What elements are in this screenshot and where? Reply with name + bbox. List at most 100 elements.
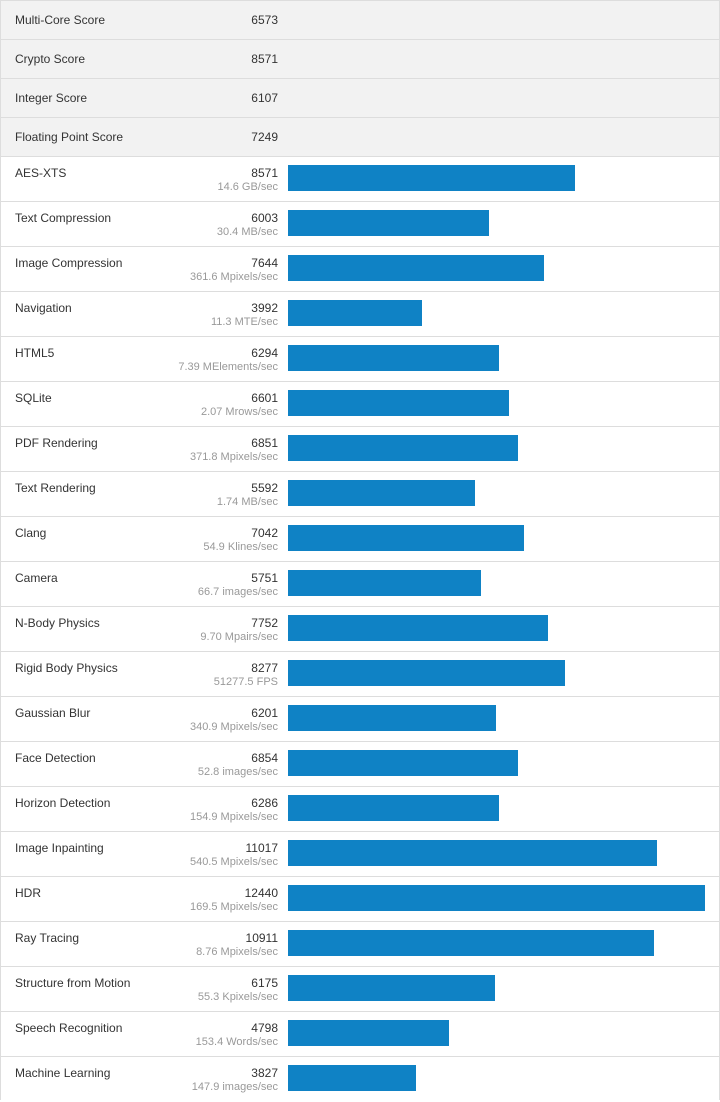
benchmark-score-bar bbox=[288, 210, 489, 236]
benchmark-name: Camera bbox=[15, 571, 58, 585]
summary-score: 8571 bbox=[251, 52, 278, 66]
benchmark-rate: 52.8 images/sec bbox=[197, 766, 278, 778]
benchmark-rate: 1.74 MB/sec bbox=[216, 496, 278, 508]
benchmark-row: Clang 7042 54.9 Klines/sec bbox=[1, 517, 719, 562]
benchmark-name: Structure from Motion bbox=[15, 976, 131, 990]
benchmark-rate: 154.9 Mpixels/sec bbox=[189, 811, 278, 823]
summary-row: Integer Score 6107 bbox=[1, 79, 719, 118]
benchmark-score: 6851 bbox=[251, 436, 278, 450]
benchmark-name: Ray Tracing bbox=[15, 931, 80, 945]
summary-label: Crypto Score bbox=[15, 52, 86, 66]
benchmark-name: Navigation bbox=[15, 301, 72, 315]
benchmark-score-bar bbox=[288, 480, 475, 506]
benchmark-row: PDF Rendering 6851 371.8 Mpixels/sec bbox=[1, 427, 719, 472]
benchmark-score-bar bbox=[288, 525, 524, 551]
benchmark-score-bar bbox=[288, 1065, 416, 1091]
benchmark-score: 6175 bbox=[251, 976, 278, 990]
benchmark-score-bar bbox=[288, 975, 495, 1001]
benchmark-name: Face Detection bbox=[15, 751, 96, 765]
benchmark-score: 6003 bbox=[251, 211, 278, 225]
summary-score: 6107 bbox=[251, 91, 278, 105]
summary-label: Multi-Core Score bbox=[15, 13, 106, 27]
benchmark-rate: 371.8 Mpixels/sec bbox=[189, 451, 278, 463]
benchmark-score: 4798 bbox=[251, 1021, 278, 1035]
benchmark-row: HDR 12440 169.5 Mpixels/sec bbox=[1, 877, 719, 922]
benchmark-rate: 8.76 Mpixels/sec bbox=[196, 946, 278, 958]
benchmark-rate: 66.7 images/sec bbox=[197, 586, 278, 598]
benchmark-score-bar bbox=[288, 165, 575, 191]
benchmark-score-bar bbox=[288, 840, 657, 866]
benchmark-rate: 153.4 Words/sec bbox=[195, 1036, 278, 1048]
benchmark-rate: 540.5 Mpixels/sec bbox=[189, 856, 278, 868]
benchmark-row: Structure from Motion 6175 55.3 Kpixels/se… bbox=[1, 967, 719, 1012]
benchmark-score: 8277 bbox=[251, 661, 278, 675]
benchmark-score-bar bbox=[288, 300, 422, 326]
benchmark-row: Machine Learning 3827 147.9 images/sec bbox=[1, 1057, 719, 1100]
benchmark-score: 6201 bbox=[251, 706, 278, 720]
benchmark-row: N-Body Physics 7752 9.70 Mpairs/sec bbox=[1, 607, 719, 652]
benchmark-row: AES-XTS 8571 14.6 GB/sec bbox=[1, 157, 719, 202]
benchmark-score-bar bbox=[288, 660, 565, 686]
benchmark-row: Face Detection 6854 52.8 images/sec bbox=[1, 742, 719, 787]
summary-label: Floating Point Score bbox=[15, 130, 124, 144]
summary-label: Integer Score bbox=[15, 91, 88, 105]
benchmark-row: SQLite 6601 2.07 Mrows/sec bbox=[1, 382, 719, 427]
benchmark-score: 11017 bbox=[245, 841, 278, 855]
benchmark-score-bar bbox=[288, 390, 509, 416]
benchmark-rate: 361.6 Mpixels/sec bbox=[189, 271, 278, 283]
benchmark-name: Machine Learning bbox=[15, 1066, 111, 1080]
benchmark-score: 12440 bbox=[244, 886, 278, 900]
benchmark-name: SQLite bbox=[15, 391, 52, 405]
benchmark-rate: 2.07 Mrows/sec bbox=[200, 406, 278, 418]
benchmark-row: HTML5 6294 7.39 MElements/sec bbox=[1, 337, 719, 382]
benchmark-rate: 7.39 MElements/sec bbox=[178, 361, 278, 373]
benchmark-score: 6854 bbox=[251, 751, 278, 765]
benchmark-score-bar bbox=[288, 1020, 449, 1046]
benchmark-rate: 169.5 Mpixels/sec bbox=[189, 901, 278, 913]
benchmark-score-bar bbox=[288, 615, 548, 641]
benchmark-name: Clang bbox=[15, 526, 47, 540]
benchmark-name: Text Compression bbox=[15, 211, 112, 225]
benchmark-row: Speech Recognition 4798 153.4 Words/sec bbox=[1, 1012, 719, 1057]
benchmark-rate: 14.6 GB/sec bbox=[217, 181, 278, 193]
benchmark-score-bar bbox=[288, 885, 705, 911]
benchmark-rate: 51277.5 FPS bbox=[213, 676, 278, 688]
benchmark-score-bar bbox=[288, 570, 481, 596]
benchmark-score: 7752 bbox=[251, 616, 278, 630]
benchmark-row: Image Inpainting 11017 540.5 Mpixels/sec bbox=[1, 832, 719, 877]
benchmark-name: Image Inpainting bbox=[15, 841, 104, 855]
benchmark-name: N-Body Physics bbox=[15, 616, 100, 630]
benchmark-list: AES-XTS 8571 14.6 GB/sec Text Compression 60… bbox=[1, 157, 719, 1100]
benchmark-row: Horizon Detection 6286 154.9 Mpixels/sec bbox=[1, 787, 719, 832]
benchmark-score-bar bbox=[288, 750, 518, 776]
benchmark-score: 10911 bbox=[245, 931, 278, 945]
benchmark-name: HDR bbox=[15, 886, 41, 900]
benchmark-score: 8571 bbox=[251, 166, 278, 180]
benchmark-name: AES-XTS bbox=[15, 166, 67, 180]
benchmark-rate: 9.70 Mpairs/sec bbox=[200, 631, 278, 643]
summary-score: 6573 bbox=[251, 13, 278, 27]
benchmark-rate: 11.3 MTE/sec bbox=[210, 316, 278, 328]
benchmark-name: Rigid Body Physics bbox=[15, 661, 118, 675]
summary-row: Crypto Score 8571 bbox=[1, 40, 719, 79]
benchmark-rate: 54.9 Klines/sec bbox=[203, 541, 278, 553]
benchmark-score: 3827 bbox=[251, 1066, 278, 1080]
summary-scores: Multi-Core Score 6573 Crypto Score 8571 Inte… bbox=[1, 1, 719, 157]
benchmark-row: Gaussian Blur 6201 340.9 Mpixels/sec bbox=[1, 697, 719, 742]
benchmark-rate: 55.3 Kpixels/sec bbox=[197, 991, 278, 1003]
benchmark-name: Image Compression bbox=[15, 256, 123, 270]
benchmark-row: Camera 5751 66.7 images/sec bbox=[1, 562, 719, 607]
benchmark-row: Navigation 3992 11.3 MTE/sec bbox=[1, 292, 719, 337]
benchmark-row: Text Rendering 5592 1.74 MB/sec bbox=[1, 472, 719, 517]
benchmark-row: Ray Tracing 10911 8.76 Mpixels/sec bbox=[1, 922, 719, 967]
benchmark-name: Horizon Detection bbox=[15, 796, 111, 810]
benchmark-rate: 30.4 MB/sec bbox=[216, 226, 278, 238]
benchmark-row: Rigid Body Physics 8277 51277.5 FPS bbox=[1, 652, 719, 697]
benchmark-rate: 340.9 Mpixels/sec bbox=[189, 721, 278, 733]
benchmark-score-bar bbox=[288, 795, 499, 821]
benchmark-name: Gaussian Blur bbox=[15, 706, 91, 720]
benchmark-score: 5751 bbox=[251, 571, 278, 585]
benchmark-score-bar bbox=[288, 705, 496, 731]
benchmark-rate: 147.9 images/sec bbox=[191, 1081, 278, 1093]
